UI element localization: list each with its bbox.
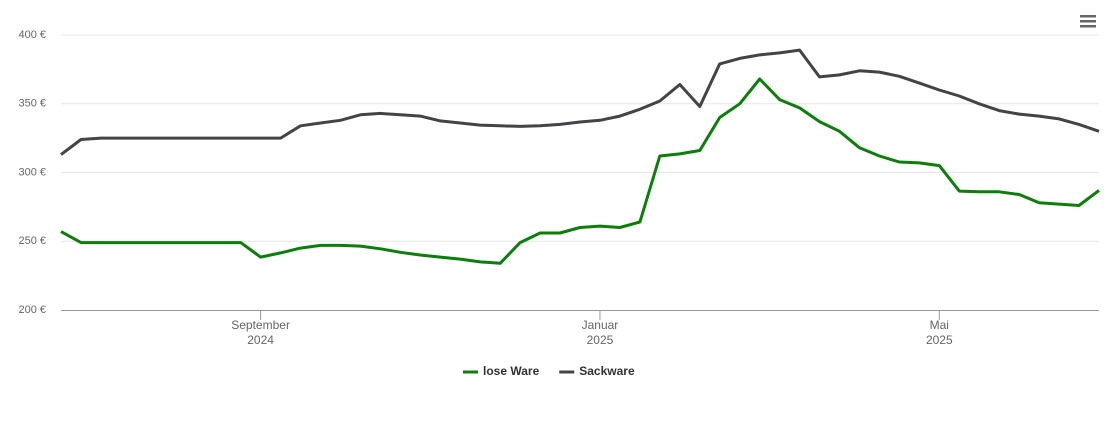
legend-label: Sackware (579, 364, 635, 378)
legend-item[interactable]: Sackware (559, 364, 635, 378)
menu-icon[interactable] (1080, 15, 1096, 28)
series-line (60, 77, 1100, 265)
x-tick-label: September 2024 (231, 318, 290, 347)
legend-label: lose Ware (483, 364, 540, 378)
y-tick-label: 200 € (18, 304, 46, 316)
y-tick-label: 400 € (18, 29, 46, 41)
series-line (60, 48, 1100, 156)
legend-item[interactable]: lose Ware (463, 364, 540, 378)
x-tick-label: Mai 2025 (925, 318, 953, 347)
y-tick-label: 300 € (18, 166, 46, 178)
x-tick-label: Januar 2025 (581, 318, 619, 347)
y-tick-label: 350 € (18, 98, 46, 110)
y-tick-label: 250 € (18, 235, 46, 247)
